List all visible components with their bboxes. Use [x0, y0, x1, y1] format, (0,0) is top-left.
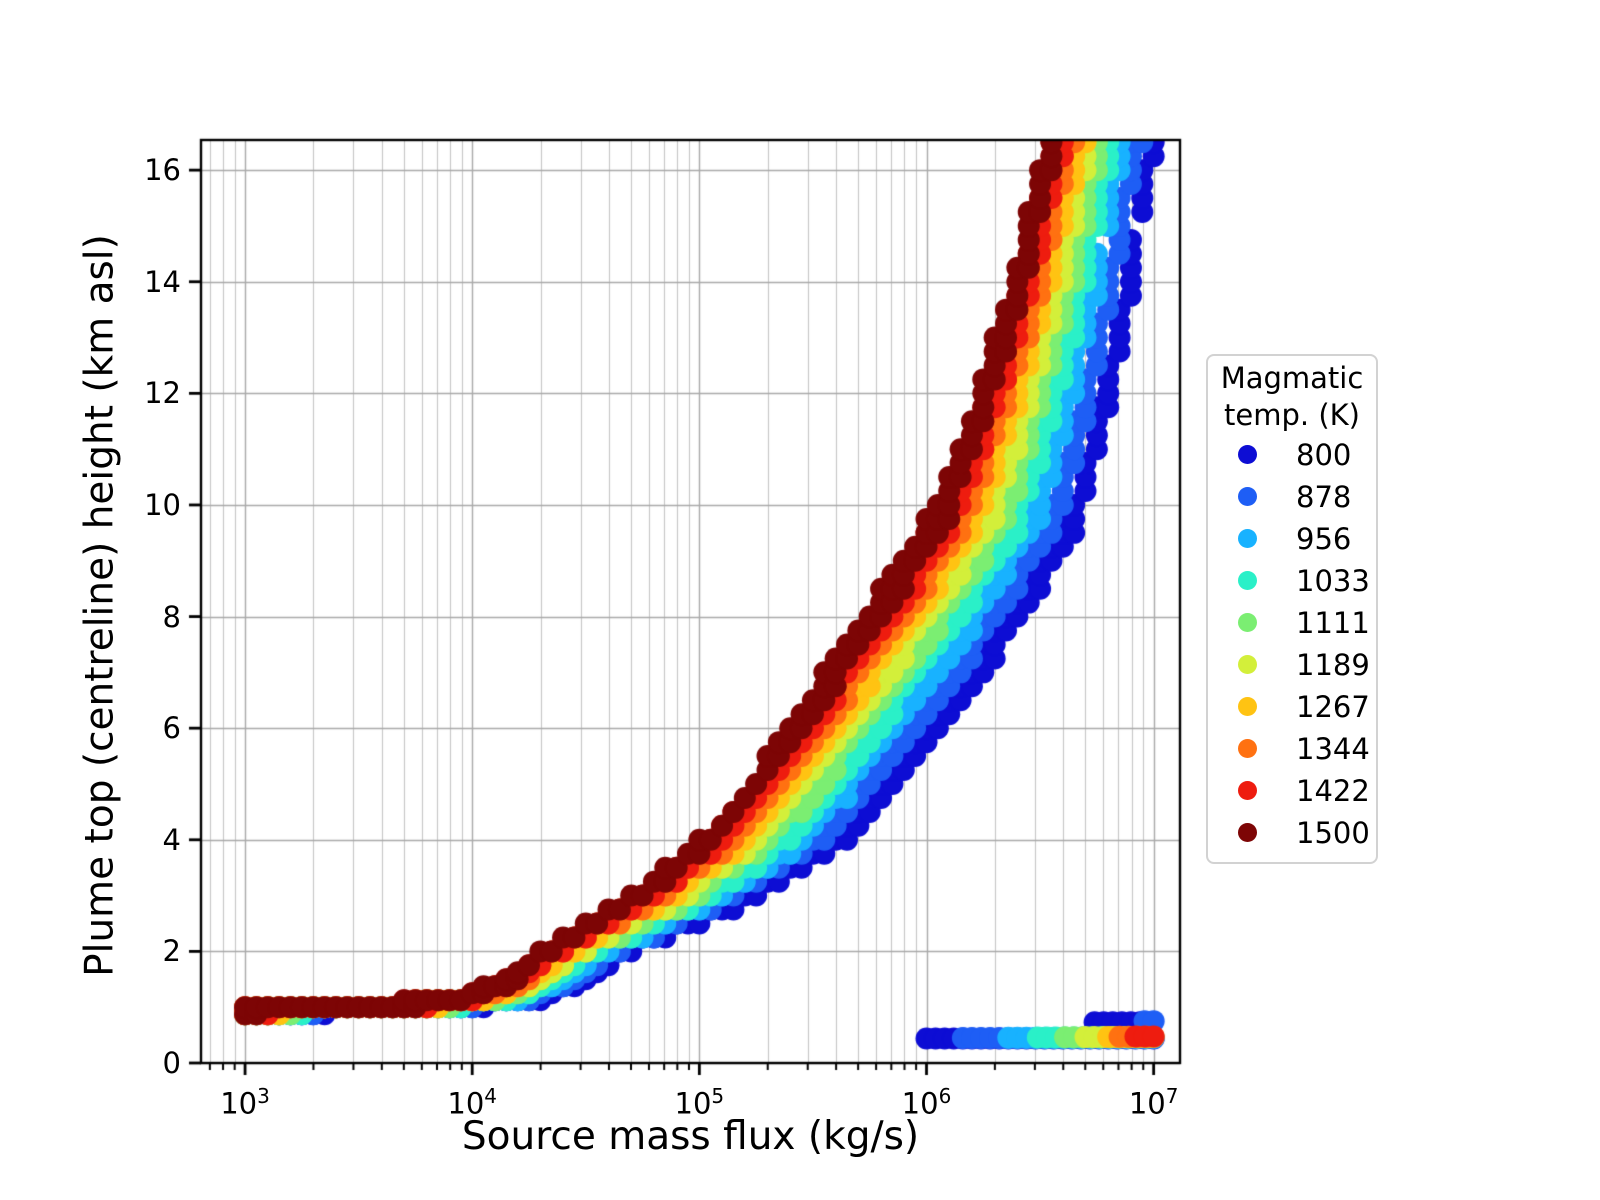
- legend-entry-label: 1344: [1296, 732, 1370, 766]
- legend-title-line2: temp. (K): [1224, 398, 1360, 432]
- y-tick-label: 4: [162, 822, 181, 857]
- legend: Magmatic temp. (K) 800 878 956 1033 1111 1189 1…: [1206, 354, 1378, 864]
- legend-entry-label: 956: [1296, 522, 1352, 556]
- legend-entry-label: 1033: [1296, 564, 1370, 598]
- y-tick-label: 6: [162, 711, 181, 746]
- legend-entry-label: 1189: [1296, 648, 1370, 682]
- x-tick-label: 103: [220, 1084, 270, 1121]
- y-tick-label: 8: [162, 599, 181, 634]
- x-tick-label: 107: [1128, 1084, 1179, 1121]
- x-axis-label: Source mass flux (kg/s): [461, 1114, 920, 1159]
- legend-entry: 800: [1208, 434, 1376, 476]
- legend-entries: 800 878 956 1033 1111 1189 1267 1344 1422 1500: [1208, 434, 1376, 854]
- legend-title: Magmatic temp. (K): [1208, 360, 1376, 434]
- legend-marker-icon: [1238, 613, 1257, 632]
- legend-entry-label: 800: [1296, 438, 1352, 472]
- y-tick-label: 10: [144, 487, 181, 522]
- legend-marker-icon: [1238, 739, 1257, 758]
- y-tick-label: 2: [162, 934, 181, 969]
- y-tick-label: 12: [144, 376, 181, 411]
- legend-entry: 1033: [1208, 560, 1376, 602]
- x-tick-label: 106: [901, 1084, 952, 1121]
- legend-marker-icon: [1238, 781, 1257, 800]
- legend-entry: 878: [1208, 476, 1376, 518]
- legend-title-line1: Magmatic: [1220, 361, 1364, 395]
- legend-entry-label: 1500: [1296, 816, 1370, 850]
- legend-entry: 1422: [1208, 770, 1376, 812]
- legend-entry-label: 878: [1296, 480, 1352, 514]
- legend-marker-icon: [1238, 529, 1257, 548]
- legend-entry-label: 1111: [1296, 606, 1370, 640]
- y-tick-label: 16: [144, 153, 181, 188]
- legend-entry: 1344: [1208, 728, 1376, 770]
- legend-entry: 1500: [1208, 812, 1376, 854]
- y-tick-label: 0: [162, 1046, 181, 1080]
- legend-marker-icon: [1238, 571, 1257, 590]
- legend-entry-label: 1267: [1296, 690, 1370, 724]
- legend-entry-label: 1422: [1296, 774, 1370, 808]
- legend-marker-icon: [1238, 823, 1257, 842]
- legend-marker-icon: [1238, 655, 1257, 674]
- legend-entry: 1111: [1208, 602, 1376, 644]
- legend-marker-icon: [1238, 697, 1257, 716]
- legend-entry: 1267: [1208, 686, 1376, 728]
- legend-entry: 1189: [1208, 644, 1376, 686]
- y-tick-label: 14: [144, 264, 181, 299]
- legend-marker-icon: [1238, 445, 1257, 464]
- x-tick-label: 105: [674, 1084, 725, 1121]
- x-tick-label: 104: [447, 1084, 498, 1121]
- y-axis-label: Plume top (centreline) height (km asl): [77, 234, 123, 977]
- legend-entry: 956: [1208, 518, 1376, 560]
- legend-marker-icon: [1238, 487, 1257, 506]
